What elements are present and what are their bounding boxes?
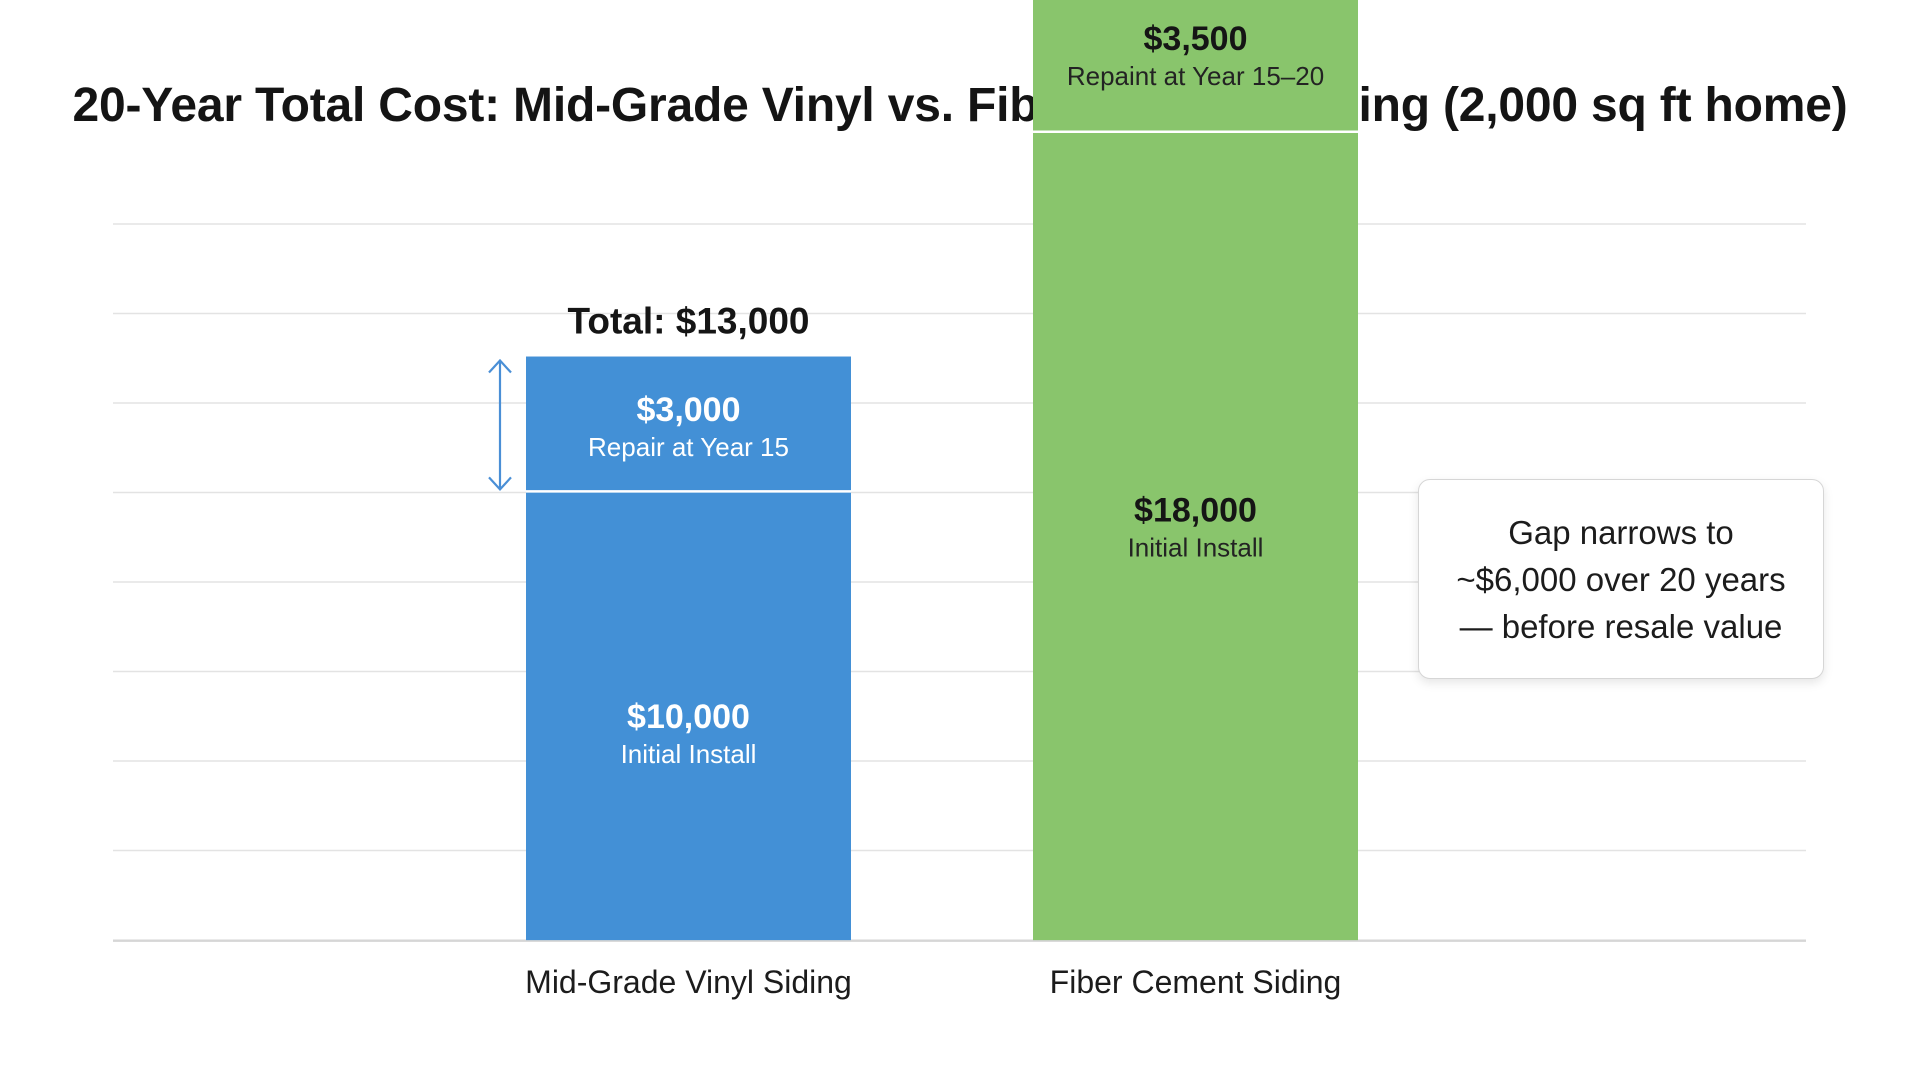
vinyl-segment-initial-install-bar: [526, 491, 851, 941]
vinyl-category-label: Mid-Grade Vinyl Siding: [525, 964, 852, 1000]
chart-title: 20-Year Total Cost: Mid-Grade Vinyl vs. …: [72, 79, 1848, 132]
vinyl-segment-initial-install-value-label: $10,000: [627, 698, 750, 736]
gap-callout: Gap narrows to ~$6,000 over 20 years — b…: [1418, 479, 1824, 679]
callout-line-2: ~$6,000 over 20 years: [1456, 560, 1786, 598]
fiber-cement-segment-repaint-at-year-15-20-value-label: $3,500: [1144, 20, 1248, 58]
vinyl-repair-arrowhead-up: [488, 358, 512, 374]
fiber-cement-segment-initial-install-value-label: $18,000: [1134, 491, 1257, 529]
vinyl-segment-repair-at-year-15-value-label: $3,000: [637, 391, 741, 429]
fiber-cement-segment-initial-install-name-label: Initial Install: [1128, 532, 1264, 562]
callout-line-1: Gap narrows to: [1508, 513, 1734, 551]
vinyl-segment-repair-at-year-15-bar: [526, 356, 851, 492]
fiber-cement-segment-repaint-at-year-15-20-bar: [1033, 0, 1358, 132]
fiber-cement-segment-initial-install-bar: [1033, 131, 1358, 942]
vinyl-total-label: Total: $13,000: [568, 301, 810, 342]
vinyl-segment-initial-install-name-label: Initial Install: [621, 739, 757, 769]
callout-line-3: — before resale value: [1459, 607, 1783, 645]
fiber-cement-category-label: Fiber Cement Siding: [1050, 964, 1342, 1000]
vinyl-segment-repair-at-year-15-name-label: Repair at Year 15: [588, 432, 789, 462]
fiber-cement-segment-repaint-at-year-15-20-name-label: Repaint at Year 15–20: [1067, 61, 1324, 91]
vinyl-repair-arrowhead-down: [488, 476, 512, 492]
